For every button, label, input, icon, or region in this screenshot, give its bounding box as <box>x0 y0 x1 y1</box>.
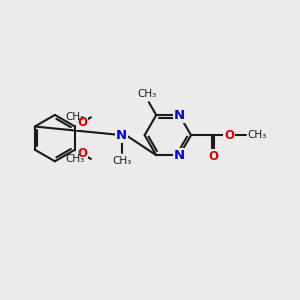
Text: CH₃: CH₃ <box>138 88 157 99</box>
Text: N: N <box>116 129 127 142</box>
Text: N: N <box>174 149 185 162</box>
Text: N: N <box>174 109 185 122</box>
Text: CH₃: CH₃ <box>65 154 84 164</box>
Text: O: O <box>77 116 87 129</box>
Text: CH₃: CH₃ <box>248 130 267 140</box>
Text: O: O <box>224 129 234 142</box>
Text: O: O <box>208 150 218 163</box>
Text: CH₃: CH₃ <box>112 156 131 166</box>
Text: CH₃: CH₃ <box>65 112 84 122</box>
Text: O: O <box>77 147 87 160</box>
